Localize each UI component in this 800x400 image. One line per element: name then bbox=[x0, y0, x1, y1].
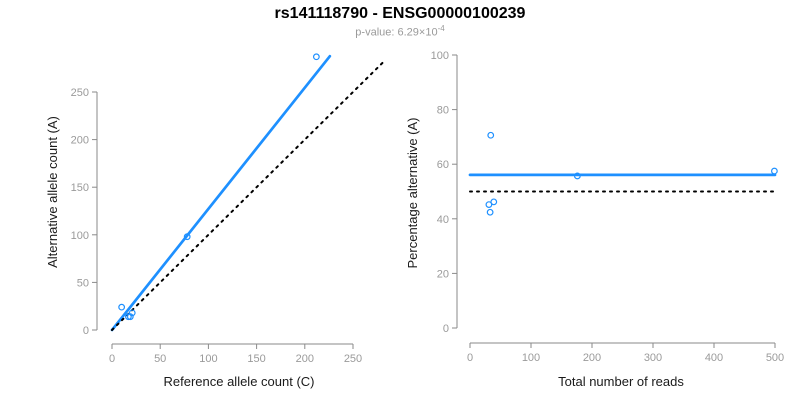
right-data-point bbox=[487, 131, 495, 139]
left-x-axis-label: Reference allele count (C) bbox=[163, 374, 314, 389]
p-value-label: p-value: 6.29×10-4 bbox=[0, 24, 800, 39]
right-x-axis-label: Total number of reads bbox=[558, 374, 684, 389]
left-y-axis-label: Alternative allele count (A) bbox=[45, 116, 60, 268]
left-data-point bbox=[312, 53, 320, 61]
right-data-point bbox=[486, 208, 494, 216]
right-data-point bbox=[770, 167, 778, 175]
left-y-tick-label: 250 bbox=[71, 87, 89, 99]
right-y-tick-label: 20 bbox=[437, 268, 449, 280]
right-y-tick-label: 40 bbox=[437, 214, 449, 226]
right-x-tick-label: 400 bbox=[705, 352, 723, 364]
right-x-tick-label: 300 bbox=[644, 352, 662, 364]
right-y-tick-label: 80 bbox=[437, 105, 449, 117]
left-data-point bbox=[183, 233, 191, 241]
left-identity-line bbox=[111, 61, 384, 331]
right-x-tick-label: 100 bbox=[522, 352, 540, 364]
right-x-tick-label: 0 bbox=[467, 352, 473, 364]
left-x-tick-label: 150 bbox=[247, 353, 265, 365]
left-y-tick-label: 150 bbox=[71, 182, 89, 194]
right-data-point bbox=[485, 201, 493, 209]
left-fitted-line bbox=[110, 54, 332, 332]
p-value-exponent: -4 bbox=[437, 24, 445, 33]
left-data-point bbox=[118, 303, 126, 311]
left-y-tick-label: 200 bbox=[71, 135, 89, 147]
left-data-point bbox=[128, 309, 136, 317]
right-data-point bbox=[490, 198, 498, 206]
right-y-axis-label: Percentage alternative (A) bbox=[405, 117, 420, 268]
p-value-text: p-value: 6.29×10 bbox=[355, 26, 438, 39]
right-y-tick-label: 60 bbox=[437, 159, 449, 171]
left-y-tick-label: 50 bbox=[77, 277, 89, 289]
left-y-tick-label: 100 bbox=[71, 230, 89, 242]
right-y-tick-label: 100 bbox=[431, 50, 449, 62]
right-x-tick-label: 200 bbox=[583, 352, 601, 364]
left-x-tick-label: 0 bbox=[109, 353, 115, 365]
left-x-tick-label: 200 bbox=[296, 353, 314, 365]
left-y-tick-label: 0 bbox=[83, 325, 89, 337]
right-data-point bbox=[573, 172, 581, 180]
chart-title: rs141118790 - ENSG00000100239 bbox=[274, 5, 526, 22]
left-x-tick-label: 250 bbox=[344, 353, 362, 365]
right-y-tick-label: 0 bbox=[443, 323, 449, 335]
right-x-tick-label: 500 bbox=[766, 352, 784, 364]
left-x-tick-label: 50 bbox=[154, 353, 166, 365]
left-x-tick-label: 100 bbox=[199, 353, 217, 365]
left-data-point bbox=[126, 313, 134, 321]
